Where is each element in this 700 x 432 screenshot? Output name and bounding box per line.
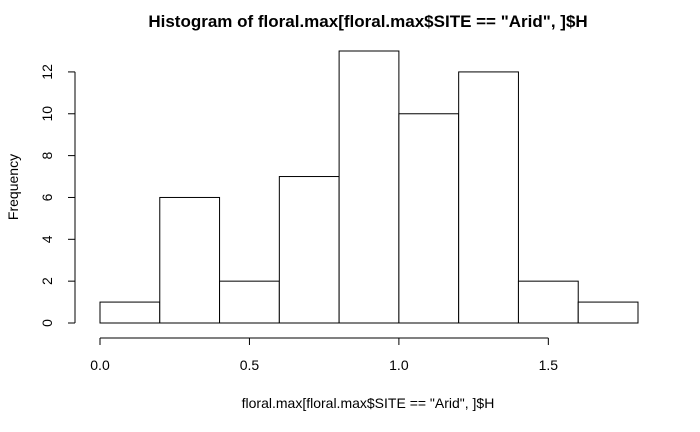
histogram-bar [458, 71, 519, 324]
chart-title: Histogram of floral.max[floral.max$SITE … [148, 12, 587, 31]
histogram-bar [577, 301, 639, 324]
histogram-bar [398, 113, 460, 324]
y-tick-label: 4 [39, 235, 55, 243]
y-axis: 0 2 4 6 8 10 12 [39, 64, 76, 327]
x-tick-label: 0.5 [240, 357, 260, 373]
y-tick-label: 6 [39, 193, 55, 201]
y-tick-label: 10 [39, 106, 55, 122]
x-tick-label: 1.5 [539, 357, 559, 373]
x-tick-label: 1.0 [389, 357, 409, 373]
y-axis-label: Frequency [5, 154, 21, 220]
x-axis-label: floral.max[floral.max$SITE == "Arid", ]$… [242, 395, 495, 411]
bars-group [99, 50, 639, 324]
histogram-bar [159, 196, 221, 324]
y-tick-label: 12 [39, 64, 55, 80]
y-tick-label: 8 [39, 152, 55, 160]
y-tick-label: 2 [39, 277, 55, 285]
x-tick-label: 0.0 [90, 357, 110, 373]
x-axis: 0.0 0.5 1.0 1.5 [90, 337, 559, 373]
y-tick-label: 0 [39, 319, 55, 327]
histogram-bar [517, 280, 579, 324]
histogram-bar [99, 301, 161, 324]
histogram-bar [278, 176, 340, 324]
histogram-bar [219, 280, 280, 324]
histogram-bar [338, 50, 400, 324]
